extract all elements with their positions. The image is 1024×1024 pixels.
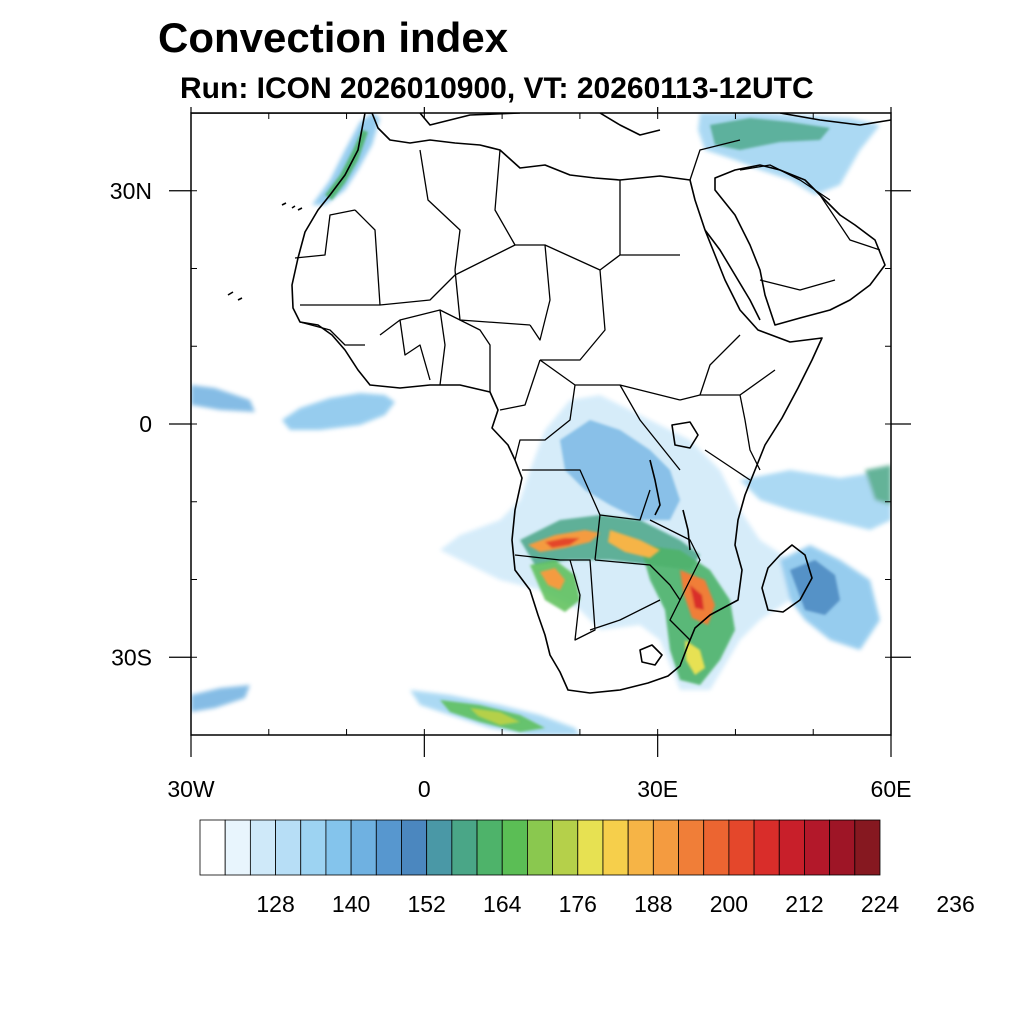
colorbar-swatch	[627, 819, 654, 876]
y-axis-labels: 30N 0 30S	[110, 178, 152, 671]
colorbar-label: 212	[785, 891, 823, 917]
border-west-africa	[299, 309, 491, 392]
colorbar-swatch	[602, 819, 629, 876]
country-borders	[294, 139, 881, 641]
convection-nw-core	[325, 130, 368, 200]
convection-congo-core	[560, 420, 680, 520]
y-tick-label: 30N	[110, 178, 152, 204]
convection-madagascar-core	[790, 560, 840, 615]
coastlines	[191, 113, 891, 694]
red-sea-coast	[704, 229, 761, 321]
colorbar-swatch	[350, 819, 377, 876]
colorbar-swatch	[678, 819, 705, 876]
colorbar-swatch	[854, 819, 881, 876]
colorbar-swatch	[426, 819, 453, 876]
colorbar-swatch	[249, 819, 276, 876]
colorbar-swatch	[577, 819, 604, 876]
y-tick-label: 0	[139, 411, 152, 437]
x-tick-label: 0	[418, 776, 431, 802]
madagascar-coastline	[761, 544, 813, 613]
lake-malawi	[682, 509, 691, 551]
convection-mozambique-peak	[690, 585, 704, 610]
colorbar-label: 140	[332, 891, 370, 917]
colorbar-swatch	[527, 819, 553, 876]
colorbar-swatch	[476, 819, 503, 876]
colorbar-swatch	[501, 819, 528, 876]
colorbar-swatch	[325, 819, 352, 876]
convection-gulf-guinea	[282, 393, 395, 430]
convection-zambia-intense	[608, 530, 660, 558]
colorbar-swatch	[652, 819, 679, 876]
arabia-coastline	[714, 164, 886, 326]
y-tick-label: 30S	[111, 644, 152, 670]
colorbar-label: 188	[634, 891, 672, 917]
map-title: Convection index	[158, 14, 509, 61]
colorbar-swatch	[778, 819, 805, 876]
convection-natal-intense	[685, 640, 705, 675]
colorbar-swatch	[300, 819, 327, 876]
convection-atlantic-intense	[470, 708, 520, 725]
colorbar-swatch	[199, 819, 226, 876]
colorbar-label: 224	[861, 891, 900, 917]
border-sahel	[379, 180, 680, 361]
convection-zambia-mozambique	[640, 545, 735, 685]
colorbar-label: 128	[256, 891, 294, 917]
colorbar-label: 176	[559, 891, 597, 917]
colorbar-swatch	[703, 819, 730, 876]
convection-indian-ocean	[740, 470, 891, 530]
map-subtitle: Run: ICON 2026010900, VT: 20260113-12UTC	[180, 72, 814, 105]
border-maghreb	[294, 149, 516, 306]
lake-tanganyika	[649, 459, 661, 516]
colorbar-swatch	[451, 819, 478, 876]
colorbar-swatch	[753, 819, 780, 876]
colorbar-swatch	[375, 819, 402, 876]
canary-islands	[281, 202, 303, 211]
convection-angola-peak	[545, 538, 580, 548]
convection-nw-africa	[312, 113, 380, 205]
x-tick-label: 30E	[637, 776, 678, 802]
convection-namibia-intense	[540, 568, 565, 590]
convection-field-medium	[325, 118, 840, 732]
colorbar-swatch	[275, 819, 302, 876]
colorbar-swatch	[728, 819, 755, 876]
colorbar-labels: 128 140 152 164 176 188 200 212 224 236	[256, 891, 974, 917]
colorbar-swatch	[804, 819, 831, 876]
colorbar	[199, 819, 881, 876]
lake-victoria	[671, 421, 699, 449]
colorbar-swatch	[224, 819, 251, 876]
border-east-africa	[679, 334, 776, 481]
convection-near-east-core	[710, 118, 830, 150]
x-tick-label: 30W	[167, 776, 215, 802]
lesotho	[639, 644, 663, 666]
border-middle-east	[689, 139, 881, 291]
convection-west-atlantic	[191, 385, 255, 412]
colorbar-label: 152	[407, 891, 445, 917]
europe-coastline	[191, 113, 891, 136]
convection-field-light	[191, 113, 891, 735]
x-tick-label: 60E	[871, 776, 912, 802]
border-central-africa	[499, 359, 681, 471]
colorbar-swatch	[552, 819, 579, 876]
cape-verde	[227, 291, 243, 301]
colorbar-label: 164	[483, 891, 522, 917]
colorbar-swatch	[401, 819, 428, 876]
colorbar-swatch	[829, 819, 856, 876]
colorbar-label: 236	[936, 891, 974, 917]
convection-field	[191, 113, 891, 735]
convection-far-east-ocean	[865, 465, 891, 505]
africa-coastline	[291, 113, 823, 694]
x-axis-labels: 30W 0 30E 60E	[167, 776, 911, 802]
major-ticks	[169, 107, 911, 757]
convection-sw-atlantic	[191, 685, 250, 712]
colorbar-label: 200	[710, 891, 748, 917]
minor-ticks	[190, 112, 892, 736]
border-southern-africa	[514, 469, 701, 641]
